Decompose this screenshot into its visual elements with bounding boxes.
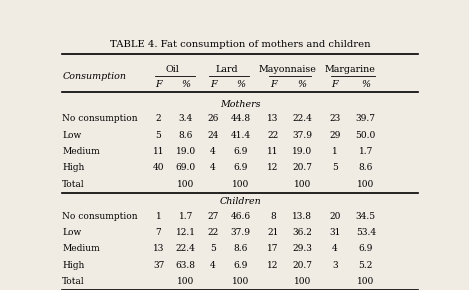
Text: 5: 5 [156,131,161,140]
Text: Lard: Lard [215,65,238,74]
Text: 100: 100 [294,277,311,286]
Text: 63.8: 63.8 [176,261,196,270]
Text: 19.0: 19.0 [292,147,312,156]
Text: 100: 100 [232,277,249,286]
Text: 22.4: 22.4 [292,115,312,124]
Text: 46.6: 46.6 [230,212,250,221]
Text: 3: 3 [332,261,338,270]
Text: 23: 23 [329,115,340,124]
Text: %: % [182,79,190,88]
Text: 39.7: 39.7 [356,115,376,124]
Text: 1.7: 1.7 [359,147,373,156]
Text: Low: Low [62,228,82,237]
Text: Total: Total [62,180,85,189]
Text: High: High [62,261,84,270]
Text: 6.9: 6.9 [233,261,248,270]
Text: 31: 31 [329,228,340,237]
Text: 20.7: 20.7 [292,261,312,270]
Text: 12: 12 [267,163,279,172]
Text: 6.9: 6.9 [233,163,248,172]
Text: 13: 13 [267,115,279,124]
Text: 6.9: 6.9 [233,147,248,156]
Text: 100: 100 [177,180,195,189]
Text: 13.8: 13.8 [292,212,312,221]
Text: 41.4: 41.4 [230,131,250,140]
Text: 8.6: 8.6 [233,244,248,253]
Text: Mothers: Mothers [220,100,261,109]
Text: 3.4: 3.4 [179,115,193,124]
Text: Medium: Medium [62,244,100,253]
Text: Medium: Medium [62,147,100,156]
Text: 5.2: 5.2 [359,261,373,270]
Text: 11: 11 [153,147,164,156]
Text: 24: 24 [207,131,219,140]
Text: 1.7: 1.7 [179,212,193,221]
Text: F: F [155,79,162,88]
Text: 6.9: 6.9 [359,244,373,253]
Text: 21: 21 [267,228,279,237]
Text: 22: 22 [207,228,219,237]
Text: 37.9: 37.9 [230,228,250,237]
Text: 2: 2 [156,115,161,124]
Text: 20: 20 [329,212,340,221]
Text: No consumption: No consumption [62,212,138,221]
Text: 8.6: 8.6 [179,131,193,140]
Text: 40: 40 [153,163,164,172]
Text: 34.5: 34.5 [356,212,376,221]
Text: 22.4: 22.4 [176,244,196,253]
Text: 12.1: 12.1 [176,228,196,237]
Text: 37.9: 37.9 [292,131,312,140]
Text: F: F [270,79,276,88]
Text: 22: 22 [267,131,279,140]
Text: Mayonnaise: Mayonnaise [259,65,317,74]
Text: 100: 100 [294,180,311,189]
Text: 8: 8 [270,212,276,221]
Text: 69.0: 69.0 [176,163,196,172]
Text: 100: 100 [357,277,374,286]
Text: 4: 4 [210,163,216,172]
Text: High: High [62,163,84,172]
Text: Children: Children [219,197,261,206]
Text: Low: Low [62,131,82,140]
Text: 1: 1 [332,147,338,156]
Text: 29.3: 29.3 [292,244,312,253]
Text: 12: 12 [267,261,279,270]
Text: %: % [236,79,245,88]
Text: 8.6: 8.6 [359,163,373,172]
Text: 100: 100 [232,180,249,189]
Text: 44.8: 44.8 [230,115,250,124]
Text: 7: 7 [156,228,161,237]
Text: 50.0: 50.0 [356,131,376,140]
Text: 13: 13 [153,244,164,253]
Text: 17: 17 [267,244,279,253]
Text: No consumption: No consumption [62,115,138,124]
Text: TABLE 4. Fat consumption of mothers and children: TABLE 4. Fat consumption of mothers and … [110,40,371,49]
Text: 11: 11 [267,147,279,156]
Text: 1: 1 [156,212,161,221]
Text: 5: 5 [210,244,216,253]
Text: 20.7: 20.7 [292,163,312,172]
Text: F: F [210,79,216,88]
Text: 37: 37 [153,261,164,270]
Text: 4: 4 [210,261,216,270]
Text: Margarine: Margarine [325,65,376,74]
Text: 5: 5 [332,163,338,172]
Text: Total: Total [62,277,85,286]
Text: 100: 100 [357,180,374,189]
Text: 26: 26 [207,115,219,124]
Text: 27: 27 [207,212,219,221]
Text: F: F [332,79,338,88]
Text: Oil: Oil [165,65,179,74]
Text: Consumption: Consumption [62,72,126,81]
Text: 53.4: 53.4 [356,228,376,237]
Text: %: % [361,79,370,88]
Text: 29: 29 [329,131,340,140]
Text: 19.0: 19.0 [176,147,196,156]
Text: %: % [298,79,307,88]
Text: 100: 100 [177,277,195,286]
Text: 4: 4 [332,244,338,253]
Text: 4: 4 [210,147,216,156]
Text: 36.2: 36.2 [292,228,312,237]
